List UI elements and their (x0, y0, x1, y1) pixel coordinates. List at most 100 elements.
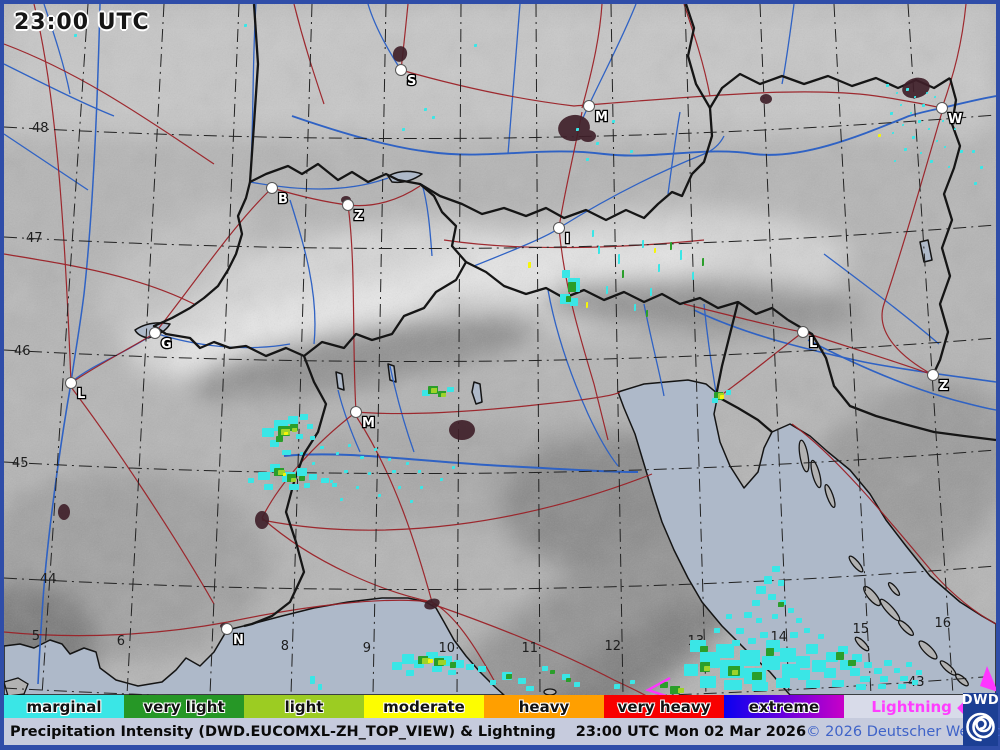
precip-cell (292, 428, 297, 432)
legend-item-extreme: extreme (724, 695, 844, 718)
precip-cell (678, 688, 684, 693)
precip-cell (348, 444, 351, 447)
legend-label: heavy (518, 697, 570, 716)
precip-cell (740, 650, 760, 666)
precip-cell (344, 470, 348, 473)
precip-cell (766, 648, 774, 656)
city-marker: Z (342, 199, 365, 225)
precip-cell (291, 478, 296, 482)
precip-cell (424, 108, 427, 111)
precip-cell (432, 116, 435, 119)
precip-cell (310, 676, 315, 684)
precip-cell (724, 680, 742, 690)
precip-cell (634, 304, 636, 311)
precip-cell (406, 462, 409, 465)
precip-cell (768, 594, 776, 600)
precip-cell (526, 686, 534, 691)
precip-cell (732, 670, 738, 675)
border-austria-hungary (931, 77, 962, 376)
precip-cell (646, 310, 648, 317)
border-istria (715, 394, 773, 433)
city-label: N (233, 633, 244, 648)
precip-cell (360, 456, 364, 459)
precip-cell (550, 670, 555, 674)
precip-cell (796, 618, 802, 623)
city-dot (936, 102, 948, 114)
precip-cell (654, 248, 656, 253)
precip-cell (826, 652, 838, 662)
precip-cell (562, 270, 570, 278)
precip-cell (296, 434, 303, 439)
precip-cell (752, 682, 768, 691)
precip-cell (568, 282, 576, 292)
city-label: L (809, 336, 817, 351)
city-marker: S (395, 64, 418, 90)
precip-cell (566, 678, 571, 682)
city-marker: W (936, 102, 964, 128)
precip-cell (658, 264, 660, 272)
precip-cell (904, 148, 907, 151)
precip-cell (448, 670, 456, 675)
precip-cell (850, 668, 860, 676)
precip-cell (972, 150, 975, 153)
city-label: M (595, 110, 608, 125)
precip-cell (258, 472, 270, 480)
precip-cell (283, 473, 286, 476)
precip-cell (374, 448, 377, 451)
city-marker: N (221, 623, 245, 649)
precip-cell (528, 262, 531, 268)
adriatic-sea (617, 379, 996, 695)
dwd-logo-text: DWD (961, 693, 1000, 708)
precip-cell (702, 258, 704, 266)
legend-item-moderate: moderate (364, 695, 484, 718)
latitude-label: 48 (32, 121, 49, 136)
precip-cell (928, 128, 930, 130)
precip-cell (700, 646, 708, 652)
border-france-germany (248, 4, 260, 183)
map-graphic: 484746454443568910111213141516 SMWBZIGLM… (4, 4, 996, 695)
longitude-label: 6 (117, 634, 125, 649)
longitude-label: 8 (281, 639, 289, 654)
precip-cell (788, 608, 794, 613)
precip-cell (312, 462, 315, 465)
precip-cell (612, 120, 615, 123)
latitude-label: 45 (12, 456, 29, 471)
precip-cell (618, 254, 620, 264)
precip-cell (670, 242, 672, 250)
precip-cell (248, 478, 254, 483)
urban-areas-layer (58, 46, 930, 629)
precip-cell (570, 298, 578, 306)
precip-cell (790, 632, 798, 638)
city-marker: M (350, 406, 376, 432)
precip-cell (452, 466, 455, 469)
precip-cell (942, 120, 944, 122)
longitude-label: 5 (32, 629, 40, 644)
city-label: S (407, 74, 416, 89)
border-italy-slovenia (714, 301, 740, 397)
product-title: Precipitation Intensity (DWD.EUCOMXL-ZH_… (10, 723, 556, 740)
precip-cell (894, 668, 900, 673)
precip-cell (304, 483, 310, 488)
precip-cell (910, 112, 912, 114)
precip-cell (960, 150, 963, 153)
lightning-strikes (645, 666, 996, 695)
city-dot (149, 327, 161, 339)
precip-cell (684, 664, 698, 676)
precip-cell (856, 684, 866, 690)
precip-cell (762, 656, 780, 670)
precip-cell (902, 124, 904, 126)
lake-garda (471, 381, 483, 405)
map-timestamp-overlay: 23:00 UTC (14, 10, 150, 35)
legend-item-lightning: Lightning ◆ (844, 695, 996, 718)
precip-cell (598, 246, 600, 254)
precip-cell (900, 104, 902, 106)
precip-cell (916, 670, 922, 675)
precip-cell (406, 670, 414, 676)
precip-cell (926, 92, 928, 94)
precip-cell (642, 240, 644, 248)
precip-cell (300, 452, 303, 455)
precip-cell (880, 676, 888, 682)
city-marker: L (797, 326, 819, 352)
precip-cell (300, 414, 308, 420)
precip-cell (824, 668, 836, 678)
